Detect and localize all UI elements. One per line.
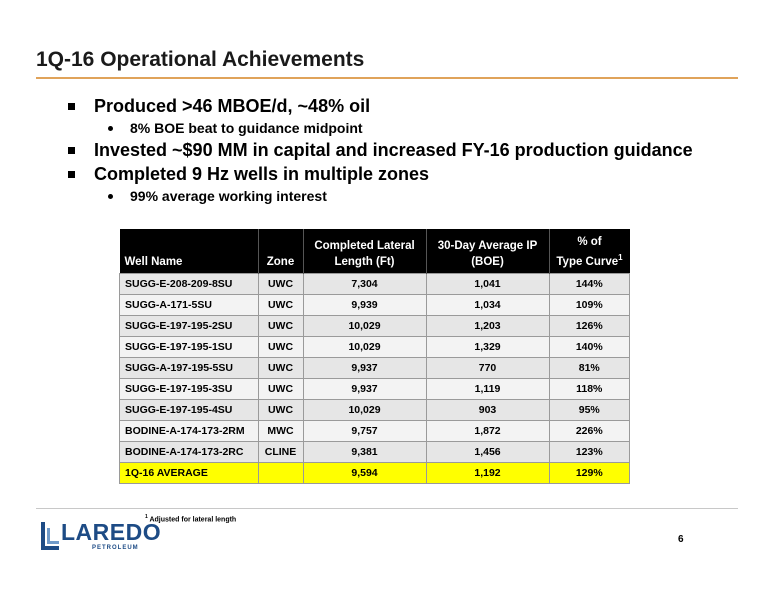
- logo-name: LAREDO: [61, 519, 162, 545]
- bullet-item: Produced >46 MBOE/d, ~48% oil: [60, 94, 693, 118]
- cell-lateral-length: 10,029: [302, 315, 427, 337]
- square-bullet-icon: [68, 147, 75, 154]
- cell-average-ip: 1,119: [425, 378, 550, 400]
- cell-zone: UWC: [257, 315, 304, 337]
- header-zone: Zone: [258, 229, 304, 274]
- table-row: SUGG-E-197-195-1SU UWC 10,029 1,329 140%: [119, 336, 630, 358]
- sub-bullet-text: 99% average working interest: [130, 188, 327, 204]
- cell-average-ip: 1,034: [425, 294, 550, 316]
- cell-type-curve: 144%: [548, 273, 630, 295]
- footnote: 1 Adjusted for lateral length: [145, 514, 237, 524]
- cell-type-curve: 129%: [548, 462, 630, 484]
- table-row: BODINE-A-174-173-2RM MWC 9,757 1,872 226%: [119, 420, 630, 442]
- cell-type-curve: 109%: [548, 294, 630, 316]
- bullet-list: Produced >46 MBOE/d, ~48% oil 8% BOE bea…: [60, 94, 693, 206]
- table-row: SUGG-E-197-195-3SU UWC 9,937 1,119 118%: [119, 378, 630, 400]
- logo-mark-icon: [41, 522, 59, 550]
- cell-well-name: 1Q-16 AVERAGE: [119, 462, 259, 484]
- cell-zone: [257, 462, 304, 484]
- cell-zone: UWC: [257, 273, 304, 295]
- cell-lateral-length: 10,029: [302, 399, 427, 421]
- cell-lateral-length: 7,304: [302, 273, 427, 295]
- bullet-text: Completed 9 Hz wells in multiple zones: [94, 164, 430, 184]
- footer-divider: [36, 508, 738, 509]
- header-average-ip: 30-Day Average IP (BOE): [426, 229, 550, 274]
- laredo-logo: LAREDO PETROLEUM: [40, 516, 161, 556]
- square-bullet-icon: [68, 103, 75, 110]
- cell-well-name: SUGG-A-197-195-5SU: [119, 357, 259, 379]
- cell-well-name: BODINE-A-174-173-2RC: [119, 441, 259, 463]
- cell-average-ip: 1,456: [425, 441, 550, 463]
- cell-lateral-length: 9,939: [302, 294, 427, 316]
- title-divider: [36, 77, 738, 79]
- cell-average-ip: 1,329: [425, 336, 550, 358]
- cell-average-ip: 1,041: [425, 273, 550, 295]
- bullet-text: Invested ~$90 MM in capital and increase…: [94, 140, 693, 160]
- wells-table: Well Name Zone Completed Lateral Length …: [119, 229, 630, 484]
- sub-bullet-item: 8% BOE beat to guidance midpoint: [60, 118, 693, 138]
- cell-well-name: SUGG-E-197-195-4SU: [119, 399, 259, 421]
- table-row: SUGG-A-197-195-5SU UWC 9,937 770 81%: [119, 357, 630, 379]
- sub-bullet-text: 8% BOE beat to guidance midpoint: [130, 120, 363, 136]
- bullet-item: Completed 9 Hz wells in multiple zones: [60, 162, 693, 186]
- table-row: SUGG-E-197-195-2SU UWC 10,029 1,203 126%: [119, 315, 630, 337]
- table-row: SUGG-E-197-195-4SU UWC 10,029 903 95%: [119, 399, 630, 421]
- cell-lateral-length: 9,594: [302, 462, 427, 484]
- square-bullet-icon: [68, 171, 75, 178]
- bullet-text: Produced >46 MBOE/d, ~48% oil: [94, 96, 371, 116]
- logo-subtitle: PETROLEUM: [92, 545, 139, 551]
- sub-bullet-item: 99% average working interest: [60, 186, 693, 206]
- cell-type-curve: 81%: [548, 357, 630, 379]
- cell-average-ip: 770: [425, 357, 550, 379]
- cell-zone: UWC: [257, 357, 304, 379]
- cell-average-ip: 1,192: [425, 462, 550, 484]
- header-lateral-length: Completed Lateral Length (Ft): [303, 229, 427, 274]
- cell-zone: MWC: [257, 420, 304, 442]
- bullet-item: Invested ~$90 MM in capital and increase…: [60, 138, 693, 162]
- cell-lateral-length: 9,937: [302, 378, 427, 400]
- round-bullet-icon: [108, 126, 113, 131]
- cell-well-name: SUGG-E-197-195-1SU: [119, 336, 259, 358]
- cell-lateral-length: 9,937: [302, 357, 427, 379]
- cell-type-curve: 118%: [548, 378, 630, 400]
- cell-average-ip: 903: [425, 399, 550, 421]
- cell-lateral-length: 9,381: [302, 441, 427, 463]
- round-bullet-icon: [108, 194, 113, 199]
- cell-lateral-length: 9,757: [302, 420, 427, 442]
- cell-type-curve: 123%: [548, 441, 630, 463]
- cell-well-name: SUGG-A-171-5SU: [119, 294, 259, 316]
- table-header-row: Well Name Zone Completed Lateral Length …: [119, 229, 630, 274]
- table-body: SUGG-E-208-209-8SU UWC 7,304 1,041 144% SUGG-…: [119, 273, 630, 484]
- cell-zone: UWC: [257, 336, 304, 358]
- cell-zone: UWC: [257, 294, 304, 316]
- cell-well-name: SUGG-E-197-195-2SU: [119, 315, 259, 337]
- cell-type-curve: 140%: [548, 336, 630, 358]
- average-row: 1Q-16 AVERAGE 9,594 1,192 129%: [119, 462, 630, 484]
- cell-type-curve: 226%: [548, 420, 630, 442]
- slide-title: 1Q-16 Operational Achievements: [36, 48, 365, 71]
- cell-zone: UWC: [257, 378, 304, 400]
- page-number: 6: [678, 534, 684, 545]
- cell-well-name: SUGG-E-208-209-8SU: [119, 273, 259, 295]
- header-type-curve: % of Type Curve1: [549, 229, 630, 274]
- cell-zone: CLINE: [257, 441, 304, 463]
- table-row: BODINE-A-174-173-2RC CLINE 9,381 1,456 123%: [119, 441, 630, 463]
- table-row: SUGG-A-171-5SU UWC 9,939 1,034 109%: [119, 294, 630, 316]
- cell-well-name: BODINE-A-174-173-2RM: [119, 420, 259, 442]
- cell-average-ip: 1,203: [425, 315, 550, 337]
- header-well-name: Well Name: [119, 229, 259, 274]
- cell-average-ip: 1,872: [425, 420, 550, 442]
- cell-type-curve: 95%: [548, 399, 630, 421]
- cell-zone: UWC: [257, 399, 304, 421]
- table-row: SUGG-E-208-209-8SU UWC 7,304 1,041 144%: [119, 273, 630, 295]
- cell-type-curve: 126%: [548, 315, 630, 337]
- cell-well-name: SUGG-E-197-195-3SU: [119, 378, 259, 400]
- cell-lateral-length: 10,029: [302, 336, 427, 358]
